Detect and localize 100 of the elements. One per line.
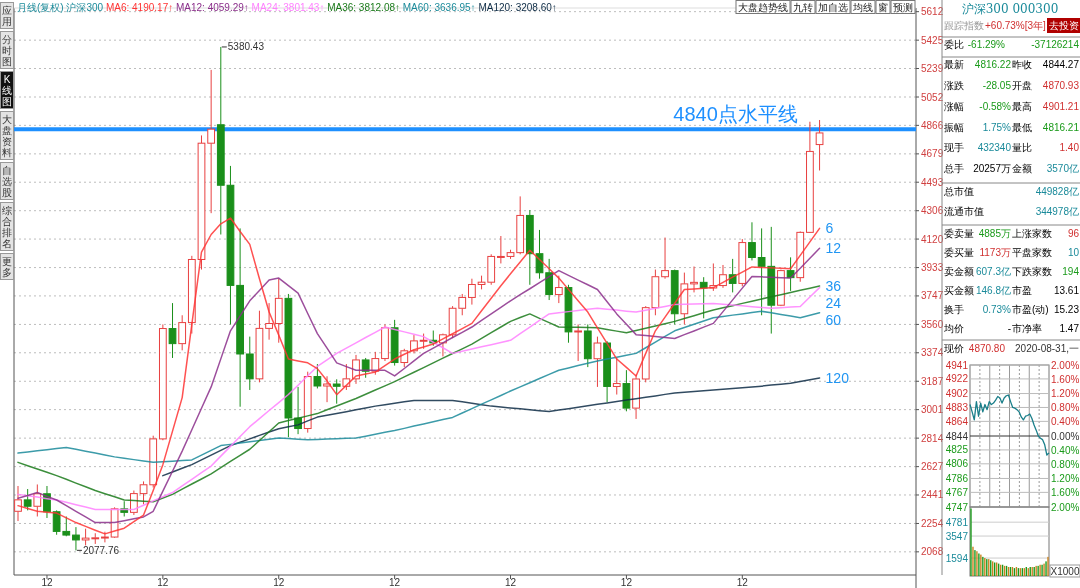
y-tick-label: 3001 [921,404,944,416]
y-tick-label: 3374 [921,347,944,359]
y-tick-label: 3187 [921,375,944,387]
x-tick-label: 12 [273,577,285,588]
text: 6 [825,220,834,237]
text: 市净率 [1012,323,1042,334]
ref-line-label: 4840点水平线 [673,103,798,126]
button: 应用 分时图 K线图 大盘资料 自选股 综合排名 更多 [0,2,14,280]
text: MA6: 4190.17↑ [105,2,174,13]
text: 总手 [943,163,964,174]
text: 607.3亿 [975,266,1011,277]
text: 4870.93 [1042,80,1080,91]
text: MA36: 3812.08↑ [324,2,401,13]
y-tick-label: 4922 [945,373,969,385]
text: 1173万 [979,247,1011,258]
y-tick-label: 4747 [945,501,969,513]
text: 146.8亿 [975,285,1011,296]
annotation: 九转 [793,2,813,13]
annotation: 大盘趋势线 [738,2,788,13]
text: 最新 [944,59,964,70]
text: 120 [825,369,850,386]
x-tick-label: 12 [41,577,53,588]
y2-tick-label: 1.20% [1051,387,1080,399]
y-tick-label: 4825 [945,444,969,456]
text: -37126214 [1031,39,1080,50]
x-tick-label: 12 [504,577,517,588]
y-tick-label: 3747 [921,290,944,302]
text: 昨收 [1012,59,1032,70]
text: 现手 [944,142,964,153]
text: 开盘 [1012,80,1032,91]
text: 20257万 [973,163,1011,174]
y2-tick-label: 1.60% [1051,487,1080,499]
y-tick-label: 4844 [945,430,969,442]
y-tick-label: 4120 [921,233,944,245]
text: 委比 [944,39,964,50]
text: 量比 [1012,142,1032,153]
y2-tick-label: 1.20% [1051,473,1080,485]
y-tick-label: 4679 [921,148,944,160]
text: 432340 [977,142,1012,153]
text: 买金额 [944,285,974,296]
text: 24 [825,295,842,311]
text: MA12: 4059.29↑ [173,2,249,13]
y-tick-label: 4806 [945,458,969,470]
y-tick-label: 5239 [921,63,944,75]
y-tick-label: 4941 [945,359,969,371]
text: 涨跌 [944,80,964,91]
text: 平盘家数 [1012,247,1052,258]
text: 2020-08-31,一 [1015,343,1079,354]
x-tick-label: 12 [620,577,633,588]
text: 金额 [1012,163,1032,174]
text: 3570亿 [1046,163,1079,174]
text: 上涨家数 [1012,228,1052,239]
text: 下跌家数 [1012,266,1052,277]
text: 现价 [944,343,964,354]
text: MA60: 3636.95↑ [400,2,476,13]
text: 96 [1067,228,1080,239]
y-tick-label: 4902 [945,388,969,400]
text: 委买量 [944,247,974,258]
y-tick-label: 2068 [921,546,944,558]
text: 换手 [944,304,964,315]
y-tick-label: 4767 [945,486,969,498]
y-tick-label: 2254 [921,517,944,529]
y2-tick-label: 0.80% [1051,402,1080,414]
y-tick-label: 1594 [945,552,969,564]
x-tick-label: 12 [157,577,169,588]
y-tick-label: 3560 [921,318,944,330]
y-tick-label: 5425 [921,34,944,46]
chart-subtitle: 沪深300 [66,2,106,13]
text: 4816.21 [1042,122,1080,133]
text: 449828亿 [1035,186,1079,197]
annotation: 2077.76 [82,544,120,556]
text: 市盈 [1012,285,1032,296]
line-series [969,394,1050,456]
y2-tick-label: 2.00% [1051,359,1080,371]
y-tick-label: 4786 [945,472,969,484]
line-series [162,377,821,477]
y2-tick-label: 0.40% [1051,416,1080,428]
text: 涨幅 [944,101,964,112]
line-series [17,310,821,464]
text: -61.29% [967,39,1006,50]
text: 振幅 [944,122,964,133]
text: MA120: 3208.60↑ [475,2,557,13]
button: 大盘趋势线 九转 加自选 均线 窗 预测 [735,0,916,14]
text: 跟踪指数 [944,20,984,31]
y-tick-label: 4864 [945,415,969,427]
y-tick-label: 4883 [945,401,969,413]
text: 委卖量 [944,228,974,239]
text: 10 [1067,247,1080,258]
text: +60.73%[3年] [985,20,1047,31]
text: 4870.80 [968,343,1006,354]
y2-tick-label: 0.40% [1051,444,1080,456]
text: 60 [825,312,842,328]
chart-title: 月线(复权) [17,2,67,13]
text: 卖金额 [944,266,974,277]
text: 194 [1062,266,1080,277]
text: 36 [825,278,842,294]
text: 沪深300 000300 [961,2,1059,16]
x-tick-label: 12 [736,577,749,588]
text: 最低 [1012,122,1032,133]
annotation: 5380.43 [227,41,265,53]
